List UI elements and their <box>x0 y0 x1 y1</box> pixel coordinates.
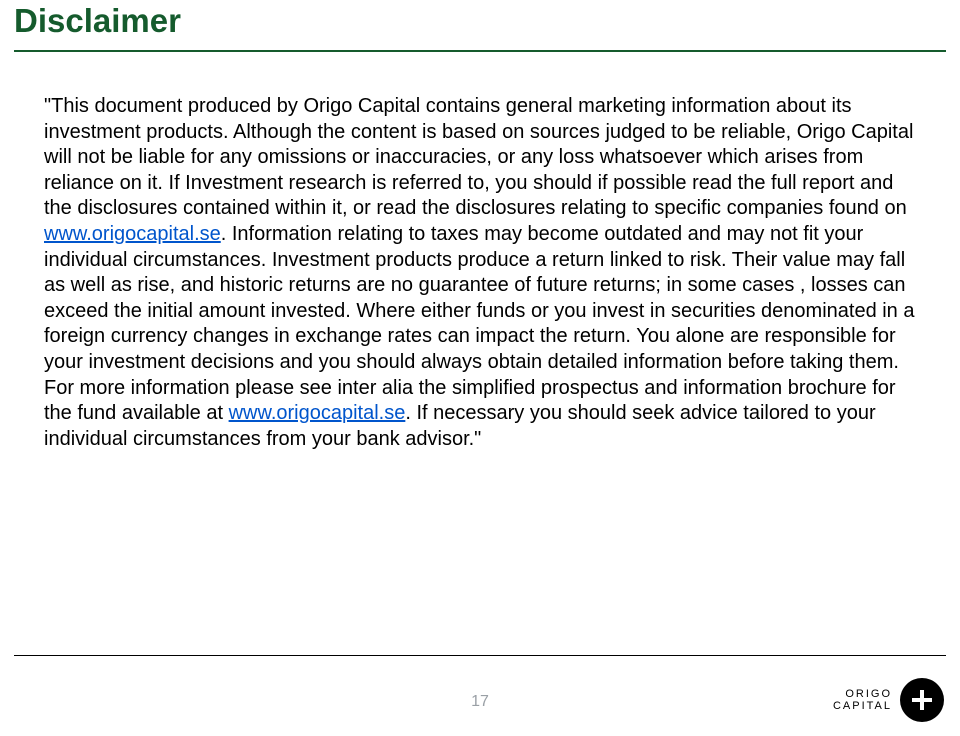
plus-circle-icon <box>900 678 944 722</box>
link-origocapital-2[interactable]: www.origocapital.se <box>229 402 406 424</box>
brand-logo-text: ORIGO CAPITAL <box>833 688 892 712</box>
brand-logo: ORIGO CAPITAL <box>833 678 944 722</box>
footer-rule <box>14 655 946 656</box>
body-text-1: "This document produced by Origo Capital… <box>44 95 913 219</box>
page-title: Disclaimer <box>14 2 181 40</box>
brand-logo-text-line1: ORIGO <box>833 688 892 700</box>
title-underline <box>14 50 946 52</box>
body-text-2: . Information relating to taxes may beco… <box>44 223 915 424</box>
page-number: 17 <box>0 693 960 711</box>
brand-logo-text-line2: CAPITAL <box>833 700 892 712</box>
link-origocapital-1[interactable]: www.origocapital.se <box>44 223 221 245</box>
disclaimer-body: "This document produced by Origo Capital… <box>44 94 924 452</box>
